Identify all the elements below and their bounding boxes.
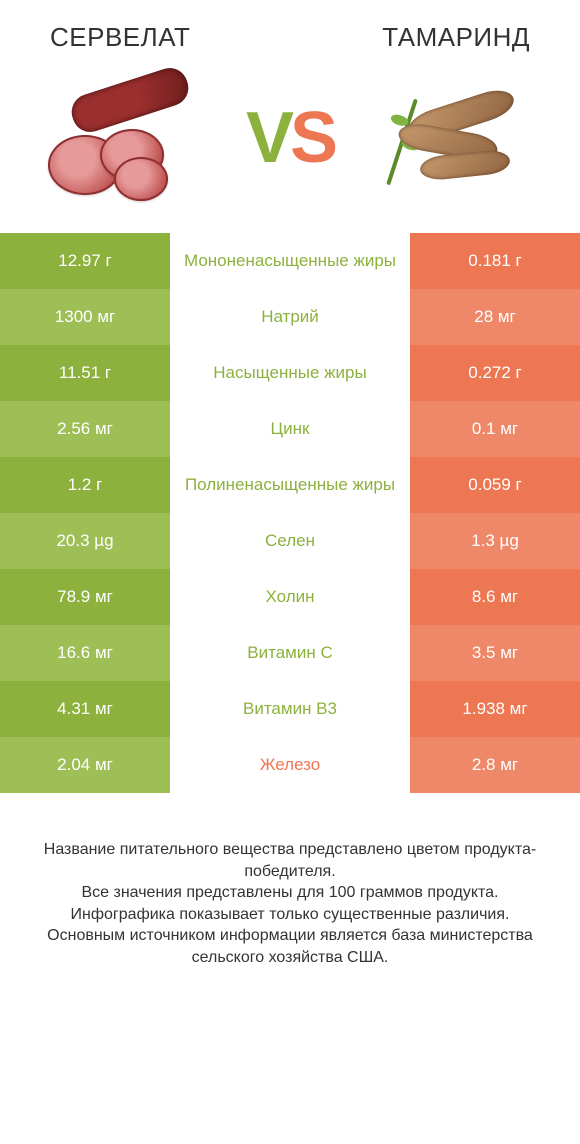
hero: VS bbox=[0, 63, 580, 233]
table-row: 20.3 µgСелен1.3 µg bbox=[0, 513, 580, 569]
header: СЕРВЕЛАТ ТАМАРИНД bbox=[0, 0, 580, 63]
footer-line: Инфографика показывает только существенн… bbox=[28, 904, 552, 926]
table-row: 1300 мгНатрий28 мг bbox=[0, 289, 580, 345]
right-value: 0.059 г bbox=[410, 457, 580, 513]
right-value: 0.272 г bbox=[410, 345, 580, 401]
right-image bbox=[370, 73, 540, 203]
right-value: 3.5 мг bbox=[410, 625, 580, 681]
left-title: СЕРВЕЛАТ bbox=[50, 22, 190, 53]
table-row: 4.31 мгВитамин B31.938 мг bbox=[0, 681, 580, 737]
nutrient-label: Железо bbox=[170, 737, 410, 793]
comparison-table: 12.97 гМононенасыщенные жиры0.181 г1300 … bbox=[0, 233, 580, 793]
left-value: 1.2 г bbox=[0, 457, 170, 513]
nutrient-label: Насыщенные жиры bbox=[170, 345, 410, 401]
right-value: 1.938 мг bbox=[410, 681, 580, 737]
vs-label: VS bbox=[246, 102, 334, 174]
left-image bbox=[40, 73, 210, 203]
nutrient-label: Холин bbox=[170, 569, 410, 625]
right-title: ТАМАРИНД bbox=[382, 22, 530, 53]
footer: Название питательного вещества представл… bbox=[0, 793, 580, 969]
nutrient-label: Селен bbox=[170, 513, 410, 569]
right-value: 0.181 г bbox=[410, 233, 580, 289]
nutrient-label: Цинк bbox=[170, 401, 410, 457]
nutrient-label: Витамин B3 bbox=[170, 681, 410, 737]
footer-line: Все значения представлены для 100 граммо… bbox=[28, 882, 552, 904]
vs-s: S bbox=[290, 102, 334, 174]
vs-v: V bbox=[246, 102, 290, 174]
table-row: 1.2 гПолиненасыщенные жиры0.059 г bbox=[0, 457, 580, 513]
nutrient-label: Полиненасыщенные жиры bbox=[170, 457, 410, 513]
table-row: 11.51 гНасыщенные жиры0.272 г bbox=[0, 345, 580, 401]
nutrient-label: Мононенасыщенные жиры bbox=[170, 233, 410, 289]
left-value: 20.3 µg bbox=[0, 513, 170, 569]
table-row: 12.97 гМононенасыщенные жиры0.181 г bbox=[0, 233, 580, 289]
left-value: 11.51 г bbox=[0, 345, 170, 401]
right-value: 1.3 µg bbox=[410, 513, 580, 569]
right-value: 2.8 мг bbox=[410, 737, 580, 793]
right-value: 8.6 мг bbox=[410, 569, 580, 625]
right-value: 28 мг bbox=[410, 289, 580, 345]
right-value: 0.1 мг bbox=[410, 401, 580, 457]
footer-line: Название питательного вещества представл… bbox=[28, 839, 552, 882]
left-value: 16.6 мг bbox=[0, 625, 170, 681]
left-value: 78.9 мг bbox=[0, 569, 170, 625]
table-row: 2.56 мгЦинк0.1 мг bbox=[0, 401, 580, 457]
left-value: 1300 мг bbox=[0, 289, 170, 345]
left-value: 2.04 мг bbox=[0, 737, 170, 793]
left-value: 12.97 г bbox=[0, 233, 170, 289]
table-row: 2.04 мгЖелезо2.8 мг bbox=[0, 737, 580, 793]
left-value: 2.56 мг bbox=[0, 401, 170, 457]
footer-line: Основным источником информации является … bbox=[28, 925, 552, 968]
left-value: 4.31 мг bbox=[0, 681, 170, 737]
table-row: 78.9 мгХолин8.6 мг bbox=[0, 569, 580, 625]
table-row: 16.6 мгВитамин C3.5 мг bbox=[0, 625, 580, 681]
nutrient-label: Натрий bbox=[170, 289, 410, 345]
nutrient-label: Витамин C bbox=[170, 625, 410, 681]
